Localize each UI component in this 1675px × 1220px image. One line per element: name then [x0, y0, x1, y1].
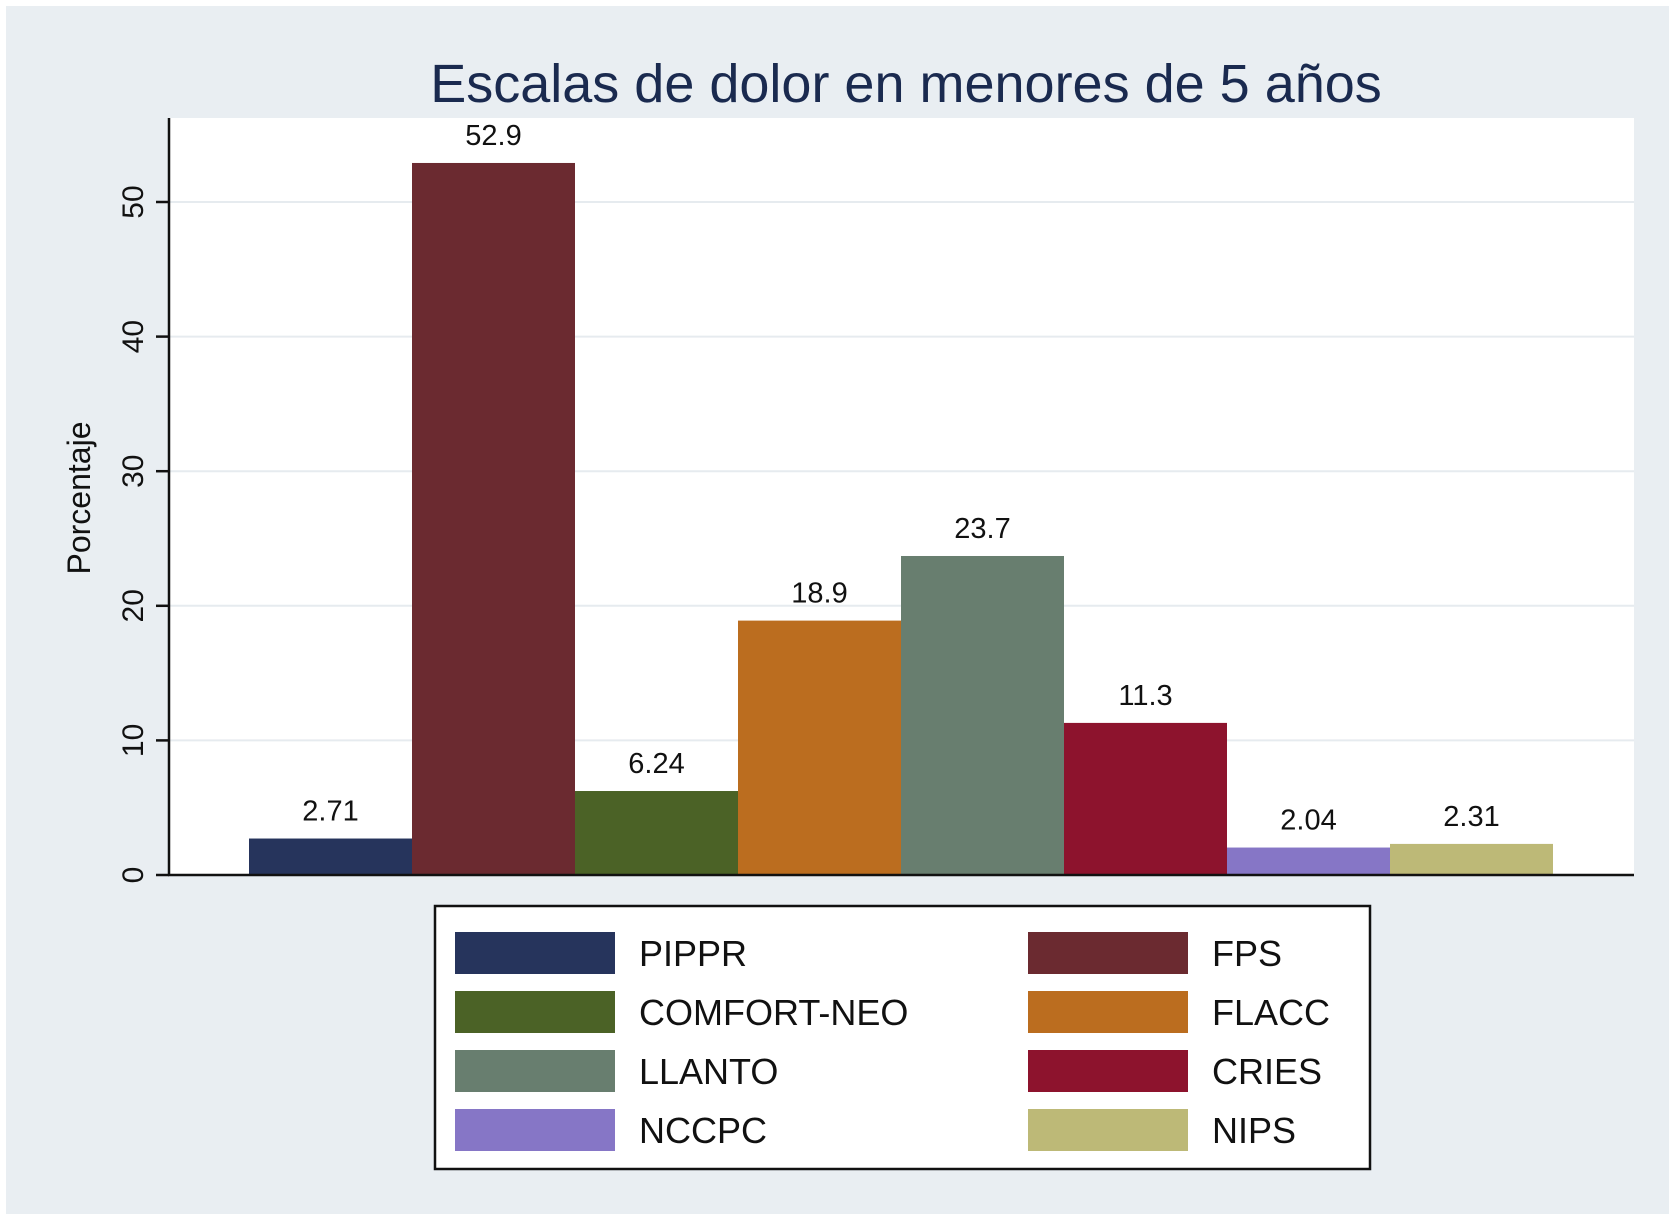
bar-chart: Escalas de dolor en menores de 5 años 2.…: [61, 54, 1634, 1171]
value-labels: 2.71 52.9 6.24 18.9 23.7 11.3 2.04 2.31: [302, 120, 1499, 837]
value-label-pippr: 2.71: [302, 796, 358, 828]
value-label-cries: 11.3: [1118, 680, 1172, 712]
bars: [249, 162, 1553, 875]
legend-swatch-flacc: [1028, 991, 1188, 1033]
chart-title: Escalas de dolor en menores de 5 años: [430, 54, 1382, 114]
bar-llanto: [901, 555, 1064, 875]
legend-swatch-pippr: [455, 932, 615, 974]
value-label-llanto: 23.7: [954, 513, 1010, 545]
legend-swatch-fps: [1028, 932, 1188, 974]
y-tick-label-10: 10: [117, 724, 150, 757]
legend-label-pippr: PIPPR: [639, 933, 747, 974]
value-label-comfort-neo: 6.24: [628, 748, 684, 780]
bar-pippr: [249, 838, 412, 875]
legend: PIPPR FPS COMFORT-NEO FLACC LLANTO CRIES NCCPC…: [433, 904, 1372, 1171]
y-tick-label-20: 20: [117, 589, 150, 622]
bar-comfort-neo: [575, 791, 738, 875]
legend-swatch-nips: [1028, 1109, 1188, 1151]
legend-label-nccpc: NCCPC: [639, 1110, 767, 1151]
legend-swatch-llanto: [455, 1050, 615, 1092]
value-label-flacc: 18.9: [791, 578, 847, 610]
legend-label-nips: NIPS: [1212, 1110, 1296, 1151]
bar-nips: [1390, 843, 1553, 875]
y-tick-label-50: 50: [117, 185, 150, 218]
y-tick-labels: 0 10 20 30 40 50: [117, 185, 150, 883]
legend-label-llanto: LLANTO: [639, 1051, 778, 1092]
bar-flacc: [738, 620, 901, 875]
value-label-nccpc: 2.04: [1280, 805, 1336, 837]
legend-label-fps: FPS: [1212, 933, 1282, 974]
y-tick-label-30: 30: [117, 455, 150, 488]
chart-frame: Escalas de dolor en menores de 5 años 2.…: [6, 6, 1669, 1214]
y-axis-label: Porcentaje: [61, 422, 97, 575]
y-tick-label-0: 0: [117, 867, 150, 884]
bar-nccpc: [1227, 847, 1390, 875]
axes: [156, 118, 1634, 877]
legend-swatch-nccpc: [455, 1109, 615, 1151]
y-tick-label-40: 40: [117, 320, 150, 353]
legend-label-comfort-neo: COMFORT-NEO: [639, 992, 908, 1033]
legend-swatch-cries: [1028, 1050, 1188, 1092]
bar-fps: [412, 162, 575, 875]
legend-label-cries: CRIES: [1212, 1051, 1322, 1092]
value-label-nips: 2.31: [1443, 801, 1499, 833]
legend-swatch-comfort-neo: [455, 991, 615, 1033]
bar-cries: [1064, 722, 1227, 875]
value-label-fps: 52.9: [465, 120, 521, 152]
legend-label-flacc: FLACC: [1212, 992, 1330, 1033]
